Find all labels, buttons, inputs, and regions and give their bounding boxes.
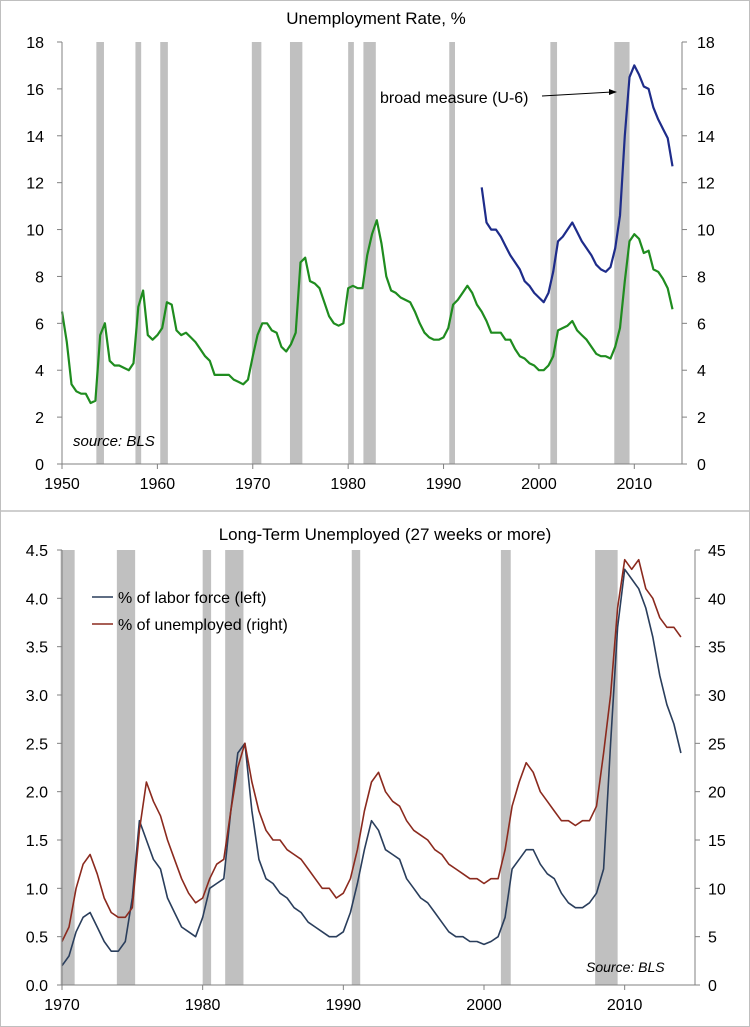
- chart1-x-tick-label: 1980: [330, 476, 366, 493]
- chart2-y-tick-label-left: 4.5: [26, 543, 48, 560]
- chart1-recession-bar: [449, 42, 455, 464]
- chart1-y-tick-label-right: 16: [697, 82, 715, 99]
- u6-annotation-arrow: [541, 91, 613, 97]
- chart1-y-ticks-left: 0 2 4 6 8 10 12 14 16 18: [26, 35, 62, 474]
- chart1-y-tick-label-left: 14: [26, 129, 44, 146]
- chart1-series: [60, 64, 674, 405]
- chart1-recession-bar: [550, 42, 558, 464]
- chart2-y-tick-label-right: 5: [708, 930, 717, 947]
- chart2-y-ticks-right: 0 5 10 15 20 25 30 35 40 45: [695, 543, 726, 995]
- chart2-y-tick-label-right: 40: [708, 591, 726, 608]
- chart1-title: Unemployment Rate, %: [286, 9, 466, 28]
- chart2-y-tick-label-right: 0: [708, 978, 717, 995]
- chart2-x-tick-label: 1970: [44, 997, 80, 1014]
- chart1-recession-bar: [96, 42, 104, 464]
- chart2-recession-bar: [500, 550, 511, 985]
- chart2-x-tick-label: 2000: [466, 997, 502, 1014]
- chart2-y-tick-label-left: 0.0: [26, 978, 48, 995]
- chart2-y-tick-label-left: 1.5: [26, 833, 48, 850]
- chart1-x-tick-label: 1990: [426, 476, 462, 493]
- chart2-recession-bar: [225, 550, 244, 985]
- chart2-x-ticks: 1970 1980 1990 2000 2010: [44, 985, 643, 1014]
- chart2-x-tick-label: 1990: [326, 997, 362, 1014]
- chart1-x-tick-label: 2010: [617, 476, 653, 493]
- chart2-series-line-0: [61, 568, 682, 967]
- chart2-recession-bar: [351, 550, 361, 985]
- chart1-y-tick-label-left: 16: [26, 82, 44, 99]
- chart1-recessions: [96, 42, 630, 464]
- legend-label-labor-force: % of labor force (left): [118, 590, 267, 607]
- chart2-y-tick-label-left: 2.5: [26, 736, 48, 753]
- chart2-y-tick-label-right: 45: [708, 543, 726, 560]
- chart1-y-tick-label-right: 6: [697, 316, 706, 333]
- chart1-x-tick-label: 1960: [140, 476, 176, 493]
- chart1-recession-bar: [251, 42, 262, 464]
- chart1-y-tick-label-right: 4: [697, 363, 706, 380]
- chart1-y-tick-label-right: 10: [697, 223, 715, 240]
- chart1-x-ticks: 1950 1960 1970 1980 1990 2000 2010: [44, 464, 652, 493]
- chart1-y-tick-label-right: 8: [697, 269, 706, 286]
- chart1-y-tick-label-left: 12: [26, 176, 44, 193]
- chart1-y-tick-label-right: 0: [697, 457, 706, 474]
- chart1-x-tick-label: 1970: [235, 476, 271, 493]
- legend-label-unemployed: % of unemployed (right): [118, 617, 288, 634]
- chart2-recession-bar: [202, 550, 212, 985]
- chart1-y-tick-label-right: 18: [697, 35, 715, 52]
- chart2-recession-bar: [595, 550, 618, 985]
- chart2-y-tick-label-right: 35: [708, 640, 726, 657]
- chart2-y-tick-label-right: 10: [708, 881, 726, 898]
- chart1-y-tick-label-left: 2: [35, 410, 44, 427]
- chart1-recession-bar: [135, 42, 142, 464]
- chart2-y-tick-label-left: 1.0: [26, 881, 48, 898]
- chart2-source-note: Source: BLS: [586, 959, 665, 975]
- chart2-recession-bar: [60, 550, 75, 985]
- chart2-y-ticks-left: 0.0 0.5 1.0 1.5 2.0 2.5 3.0 3.5 4.0 4.5: [26, 543, 62, 995]
- chart1-y-tick-label-right: 2: [697, 410, 706, 427]
- chart2-y-tick-label-left: 2.0: [26, 785, 48, 802]
- chart1-y-tick-label-left: 0: [35, 457, 44, 474]
- chart2-series: [61, 558, 682, 967]
- chart2-y-tick-label-right: 25: [708, 736, 726, 753]
- long-term-unemployed-chart: Long-Term Unemployed (27 weeks or more) …: [26, 525, 726, 1014]
- u6-annotation-arrowhead: [609, 89, 617, 95]
- chart1-y-tick-label-left: 8: [35, 269, 44, 286]
- chart2-x-tick-label: 2010: [607, 997, 643, 1014]
- chart2-y-tick-label-right: 20: [708, 785, 726, 802]
- chart2-legend: % of labor force (left) % of unemployed …: [92, 590, 288, 634]
- chart1-series-line-0: [60, 219, 674, 405]
- chart2-title: Long-Term Unemployed (27 weeks or more): [219, 525, 552, 544]
- u6-annotation-label: broad measure (U-6): [380, 90, 529, 107]
- chart2-y-tick-label-left: 0.5: [26, 930, 48, 947]
- chart2-x-tick-label: 1980: [185, 997, 221, 1014]
- chart2-y-tick-label-left: 4.0: [26, 591, 48, 608]
- chart1-x-tick-label: 2000: [521, 476, 557, 493]
- chart1-y-ticks-right: 0 2 4 6 8 10 12 14 16 18: [682, 35, 715, 474]
- chart2-y-tick-label-left: 3.0: [26, 688, 48, 705]
- chart1-y-tick-label-left: 18: [26, 35, 44, 52]
- unemployment-rate-chart: Unemployment Rate, % 1950 1960 1970 1980 199…: [26, 9, 715, 493]
- chart2-recession-bar: [116, 550, 136, 985]
- chart1-recession-bar: [348, 42, 354, 464]
- chart1-recession-bar: [160, 42, 168, 464]
- chart1-x-tick-label: 1950: [44, 476, 80, 493]
- chart2-y-tick-label-right: 15: [708, 833, 726, 850]
- chart1-series-line-1: [480, 64, 674, 304]
- chart1-y-tick-label-left: 6: [35, 316, 44, 333]
- chart1-y-tick-label-right: 14: [697, 129, 715, 146]
- chart1-y-tick-label-left: 10: [26, 223, 44, 240]
- chart1-recession-bar: [289, 42, 303, 464]
- chart2-series-line-1: [61, 558, 682, 942]
- chart2-y-tick-label-left: 3.5: [26, 640, 48, 657]
- chart1-recession-bar: [614, 42, 630, 464]
- chart2-y-tick-label-right: 30: [708, 688, 726, 705]
- chart1-recession-bar: [363, 42, 376, 464]
- chart1-y-tick-label-left: 4: [35, 363, 44, 380]
- chart1-source-note: source: BLS: [73, 433, 155, 450]
- chart1-y-tick-label-right: 12: [697, 176, 715, 193]
